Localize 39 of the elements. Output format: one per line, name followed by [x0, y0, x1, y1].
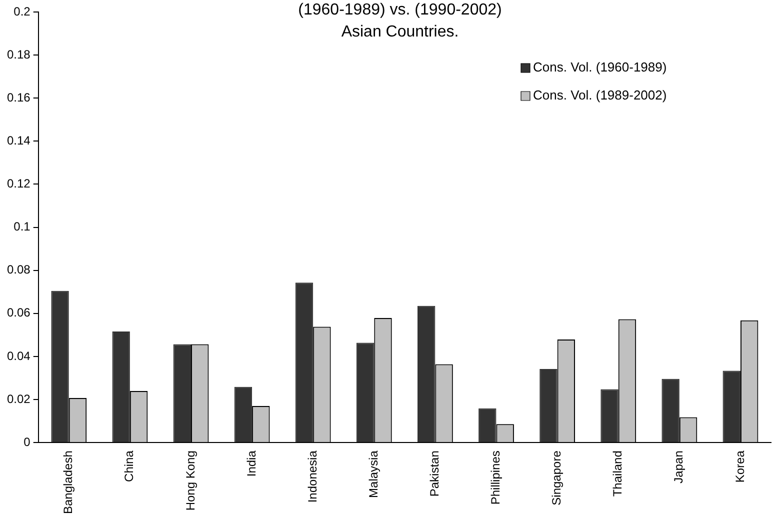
x-tick-label: Japan	[672, 450, 686, 484]
y-tick-label: 0.1	[14, 220, 31, 234]
bar	[722, 370, 740, 442]
y-tick-label: 0.2	[14, 4, 31, 18]
text: Asian Countries.	[341, 23, 459, 40]
bar	[51, 290, 69, 442]
x-tick-label: Bangladesh	[61, 450, 76, 514]
bar	[173, 344, 191, 442]
x-tick-label: Hong Kong	[183, 450, 198, 511]
bar	[356, 342, 374, 442]
bar	[295, 282, 314, 442]
text: (1960-1989) vs. (1990-2002)	[298, 1, 502, 18]
bar	[234, 386, 252, 442]
y-tick-label: 0.12	[6, 176, 31, 191]
y-tick-label: 0.06	[6, 306, 31, 320]
x-tick-label: Pakistan	[428, 450, 442, 497]
x-tick-label: Singapore	[550, 450, 564, 506]
y-tick-label: 0.04	[6, 348, 31, 363]
bar	[418, 306, 436, 442]
x-tick-label: Thailand	[610, 450, 625, 497]
y-tick-label: 0.18	[6, 47, 31, 62]
x-tick-label: Korea	[732, 450, 747, 483]
y-tick-label: 0.08	[6, 262, 31, 277]
x-tick-label: Indonesia	[305, 450, 320, 503]
bar	[600, 389, 618, 442]
y-tick-label: 0.14	[6, 133, 31, 148]
bar	[112, 332, 130, 442]
bar	[478, 408, 496, 442]
legend-label: Cons. Vol. (1960-1989)	[533, 60, 667, 75]
x-tick-label: India	[244, 450, 258, 477]
x-tick-label: Malaysia	[366, 450, 380, 498]
x-tick-label: China	[122, 450, 136, 482]
legend-label: Cons. Vol. (1989-2002)	[533, 88, 667, 103]
y-tick-label: 0.16	[6, 90, 31, 104]
bar	[662, 378, 680, 442]
y-tick-label: 0	[24, 434, 31, 449]
bar	[540, 368, 558, 442]
x-tick-label: Phillipines	[488, 450, 503, 505]
y-tick-label: 0.02	[6, 392, 31, 406]
